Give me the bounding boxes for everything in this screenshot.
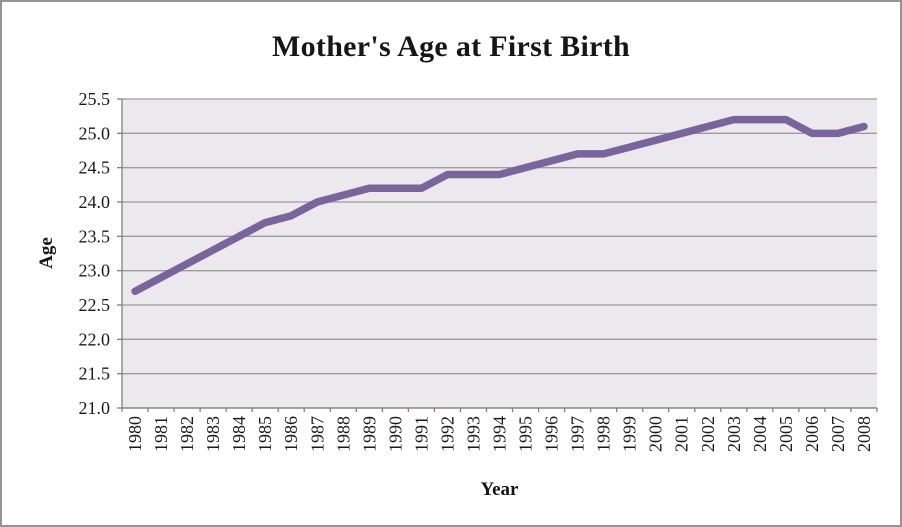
- data-line: [131, 115, 868, 296]
- x-tick-label: 2004: [750, 416, 770, 452]
- x-tick-label: 1998: [594, 416, 614, 452]
- x-tick-label: 1997: [568, 416, 588, 452]
- x-tick-label: 2006: [802, 416, 822, 452]
- x-tick-label: 1980: [125, 416, 145, 452]
- x-tick-label: 1984: [229, 416, 249, 452]
- x-tick-label: 2005: [776, 416, 796, 452]
- y-tick-label: 23.5: [79, 226, 111, 246]
- y-axis-title: Age: [36, 237, 57, 269]
- y-tick-label: 24.0: [79, 192, 111, 212]
- x-tick-label: 1985: [255, 416, 275, 452]
- x-tick-label: 2002: [698, 416, 718, 452]
- x-tick-label: 1982: [177, 416, 197, 452]
- x-tick-label: 1990: [385, 416, 405, 452]
- x-tick-label: 2000: [646, 416, 666, 452]
- x-tick-label: 1981: [151, 416, 171, 452]
- x-tick-label: 1994: [490, 416, 510, 452]
- x-tick-label: 2003: [724, 416, 744, 452]
- x-tick-label: 1996: [542, 416, 562, 452]
- x-tick-label: 2007: [828, 416, 848, 452]
- x-axis-title: Year: [480, 479, 519, 500]
- chart-title: Mother's Age at First Birth: [271, 30, 631, 63]
- y-tick-label: 21.5: [79, 364, 111, 384]
- y-tick-label: 22.5: [79, 295, 111, 315]
- plot-area: [122, 99, 877, 408]
- x-tick-label: 2008: [854, 416, 874, 452]
- y-tick-label: 25.5: [79, 89, 111, 109]
- x-tick-label: 1988: [333, 416, 353, 452]
- x-tick-label: 1993: [463, 416, 483, 452]
- y-tick-label: 24.5: [79, 158, 111, 178]
- x-tick-label: 1987: [307, 416, 327, 452]
- x-tick-label: 1989: [359, 416, 379, 452]
- x-tick-label: 1999: [620, 416, 640, 452]
- x-tick-label: 1991: [411, 416, 431, 452]
- y-tick-label: 25.0: [79, 123, 111, 143]
- x-tick-label: 2001: [672, 416, 692, 452]
- x-tick-label: 1995: [516, 416, 536, 452]
- y-tick-label: 21.0: [79, 398, 111, 418]
- x-tick-label: 1992: [437, 416, 457, 452]
- x-tick-label: 1983: [203, 416, 223, 452]
- y-tick-label: 22.0: [79, 329, 111, 349]
- x-tick-label: 1986: [281, 416, 301, 452]
- y-tick-label: 23.0: [79, 261, 111, 281]
